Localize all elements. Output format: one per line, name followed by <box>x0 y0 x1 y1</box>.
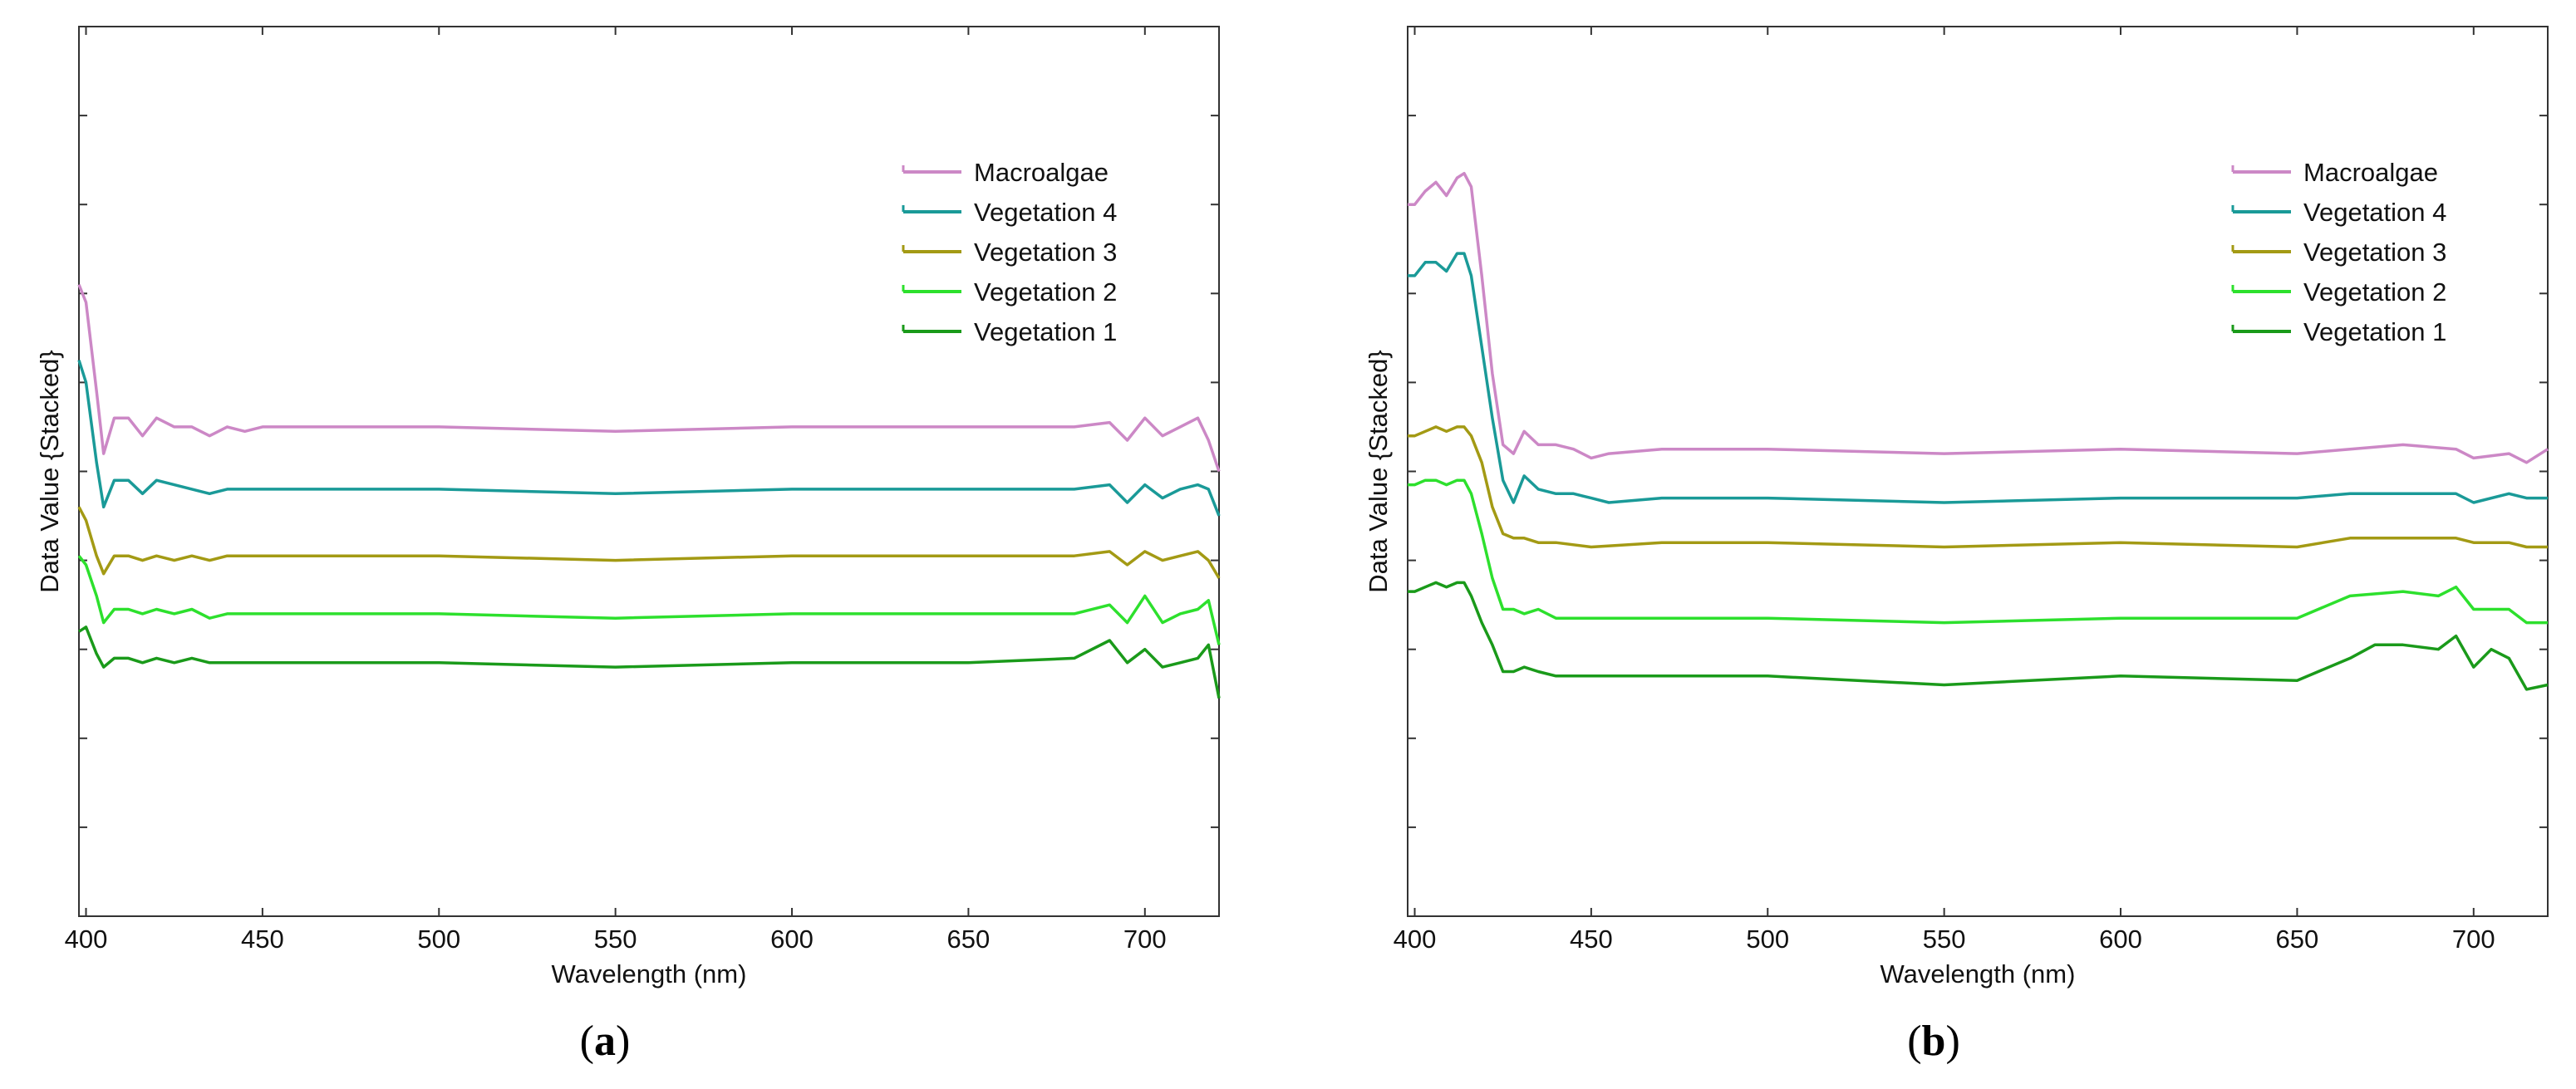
x-tick-label: 650 <box>947 925 991 954</box>
y-axis-title: Data Value {Stacked} <box>1364 350 1393 592</box>
series-line-vegetation-1 <box>78 625 1221 699</box>
x-tick-label: 400 <box>65 925 108 954</box>
legend-label: Macroalgae <box>974 158 1109 187</box>
y-axis-title: Data Value {Stacked} <box>35 350 64 592</box>
series-line-vegetation-3 <box>77 506 1221 579</box>
series-line-vegetation-4 <box>1408 252 2548 504</box>
x-tick-label: 450 <box>241 925 284 954</box>
legend-label: Vegetation 1 <box>2303 317 2446 346</box>
legend: Macroalgae Vegetation 4 Vegetation 3 Vegeta… <box>902 158 1117 346</box>
x-tick-label: 500 <box>417 925 460 954</box>
x-tick-label: 650 <box>2276 925 2319 954</box>
x-tick-label: 600 <box>770 925 814 954</box>
series-line-macroalgae <box>77 283 1221 473</box>
x-axis-title: Wavelength (nm) <box>552 959 747 988</box>
x-axis-title: Wavelength (nm) <box>1880 959 2076 988</box>
panel-label: (b) <box>1907 1018 1960 1065</box>
series-line-vegetation-2 <box>1408 478 2548 625</box>
x-tick-label: 550 <box>594 925 637 954</box>
legend-label: Vegetation 3 <box>974 238 1117 267</box>
x-tick-label: 450 <box>1570 925 1613 954</box>
legend-label: Vegetation 4 <box>2303 198 2446 227</box>
x-tick-label: 400 <box>1394 925 1437 954</box>
x-tick-label: 550 <box>1923 925 1966 954</box>
legend-label: Vegetation 4 <box>974 198 1117 227</box>
series-line-macroalgae <box>1408 171 2549 464</box>
series-line-vegetation-3 <box>1408 425 2548 549</box>
legend-label: Vegetation 2 <box>2303 277 2446 307</box>
panel-label: (a) <box>580 1018 631 1065</box>
legend-label: Vegetation 1 <box>974 317 1117 346</box>
series-line-vegetation-4 <box>77 360 1221 517</box>
x-tick-label: 500 <box>1746 925 1789 954</box>
x-tick-label: 700 <box>2452 925 2495 954</box>
legend-label: Macroalgae <box>2303 158 2438 187</box>
series-line-vegetation-2 <box>77 555 1221 645</box>
legend-label: Vegetation 2 <box>974 277 1117 307</box>
legend: Macroalgae Vegetation 4 Vegetation 3 Vegeta… <box>2231 158 2446 346</box>
x-tick-label: 700 <box>1123 925 1167 954</box>
series-line-vegetation-1 <box>1408 581 2549 691</box>
chart-panel-b: 400 450 500 550 600 650 700 Wavelength (nm) Data… <box>1364 26 2549 1065</box>
chart-panel-a: 400 450 500 550 600 650 700 Wavelength (nm) Data… <box>35 26 1221 1065</box>
x-tick-label: 600 <box>2099 925 2142 954</box>
legend-label: Vegetation 3 <box>2303 238 2446 267</box>
